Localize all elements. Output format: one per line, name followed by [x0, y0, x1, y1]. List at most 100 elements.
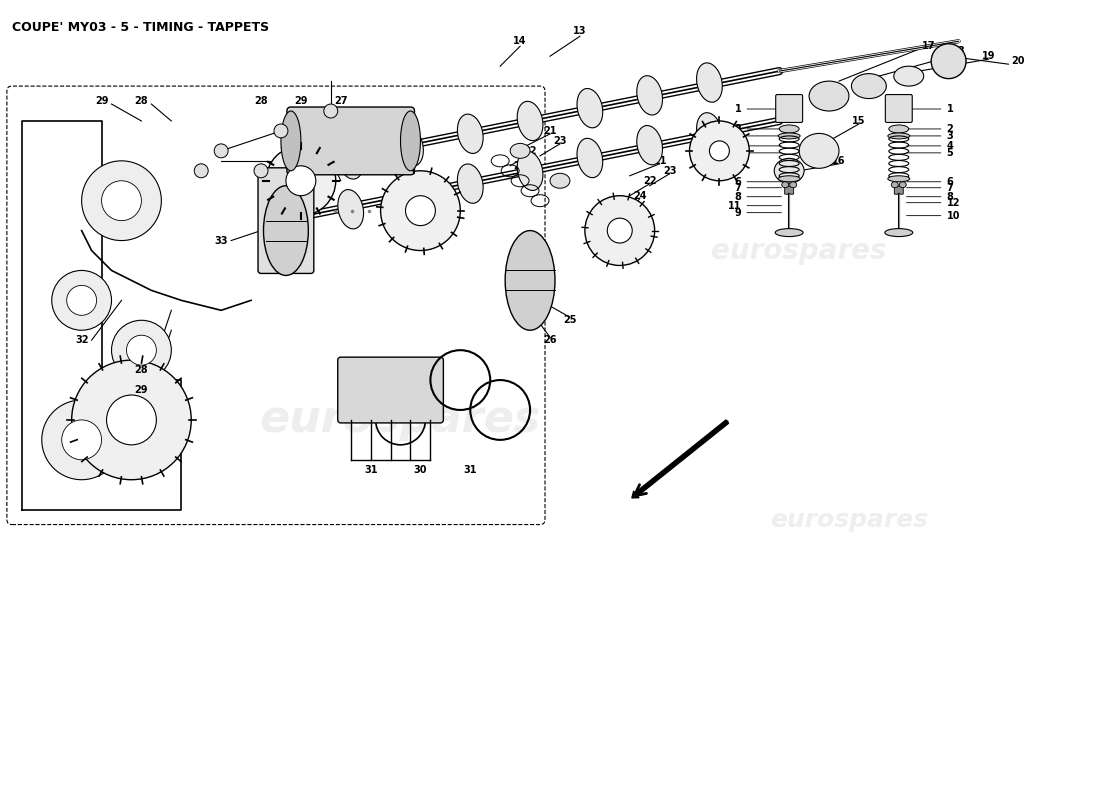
Circle shape: [81, 161, 162, 241]
Ellipse shape: [799, 134, 839, 168]
FancyBboxPatch shape: [894, 186, 903, 194]
FancyArrowPatch shape: [631, 420, 728, 498]
Text: 12: 12: [947, 198, 960, 208]
Text: 4: 4: [735, 141, 741, 151]
Text: COUPE' MY03 - 5 - TIMING - TAPPETS: COUPE' MY03 - 5 - TIMING - TAPPETS: [12, 22, 270, 34]
Text: 32: 32: [75, 335, 88, 346]
Ellipse shape: [884, 229, 913, 237]
Ellipse shape: [517, 151, 543, 190]
Circle shape: [42, 400, 121, 480]
Circle shape: [323, 104, 338, 118]
Text: 31: 31: [364, 465, 377, 474]
Ellipse shape: [710, 141, 729, 161]
Text: 5: 5: [947, 148, 954, 158]
Text: 9: 9: [735, 208, 741, 218]
Ellipse shape: [286, 166, 316, 196]
Text: 3: 3: [735, 131, 741, 141]
Circle shape: [254, 164, 268, 178]
Ellipse shape: [774, 158, 804, 183]
Ellipse shape: [458, 164, 483, 203]
Ellipse shape: [790, 182, 796, 188]
Text: 28: 28: [274, 156, 288, 166]
Text: 1: 1: [735, 104, 741, 114]
Text: 6: 6: [947, 177, 954, 186]
Text: 25: 25: [563, 315, 576, 326]
Text: 1: 1: [947, 104, 954, 114]
Text: eurospares: eurospares: [260, 398, 541, 442]
Circle shape: [67, 286, 97, 315]
Text: 11: 11: [728, 201, 741, 210]
Ellipse shape: [888, 133, 910, 139]
Ellipse shape: [578, 89, 603, 128]
Text: 23: 23: [553, 136, 566, 146]
Ellipse shape: [810, 81, 849, 111]
Ellipse shape: [397, 127, 424, 166]
Text: 26: 26: [543, 335, 557, 346]
Text: 28: 28: [134, 365, 148, 375]
Ellipse shape: [381, 170, 460, 250]
Text: 29: 29: [134, 385, 148, 395]
Text: 7: 7: [735, 182, 741, 193]
Ellipse shape: [585, 196, 654, 266]
Ellipse shape: [637, 126, 662, 165]
Text: 27: 27: [334, 96, 348, 106]
FancyBboxPatch shape: [776, 94, 803, 122]
Text: 2: 2: [735, 124, 741, 134]
Text: 29: 29: [294, 96, 308, 106]
Ellipse shape: [264, 186, 308, 275]
Ellipse shape: [578, 138, 603, 178]
Text: 28: 28: [134, 96, 148, 106]
Text: 15: 15: [852, 116, 866, 126]
Text: 29: 29: [294, 146, 308, 156]
Text: 14: 14: [514, 36, 527, 46]
Text: 33: 33: [214, 235, 228, 246]
Text: 25: 25: [344, 136, 358, 146]
Text: eurospares: eurospares: [770, 507, 928, 531]
Text: 29: 29: [95, 96, 108, 106]
Ellipse shape: [776, 229, 803, 237]
Text: 24: 24: [632, 190, 647, 201]
Circle shape: [126, 335, 156, 365]
Ellipse shape: [889, 125, 909, 133]
Ellipse shape: [778, 133, 800, 139]
Text: 21: 21: [653, 156, 667, 166]
Text: 5: 5: [735, 148, 741, 158]
Ellipse shape: [338, 190, 364, 229]
Ellipse shape: [400, 111, 420, 170]
Ellipse shape: [280, 111, 301, 170]
Ellipse shape: [338, 140, 364, 179]
Ellipse shape: [550, 174, 570, 188]
Text: 26: 26: [324, 151, 338, 161]
Ellipse shape: [888, 176, 910, 182]
Ellipse shape: [397, 177, 424, 216]
FancyBboxPatch shape: [886, 94, 912, 122]
Ellipse shape: [782, 182, 789, 188]
Circle shape: [62, 420, 101, 460]
Ellipse shape: [778, 176, 800, 182]
Text: 16: 16: [833, 156, 846, 166]
Text: eurospares: eurospares: [712, 237, 887, 265]
Text: 13: 13: [573, 26, 586, 36]
Text: 18: 18: [952, 46, 966, 56]
Text: 22: 22: [642, 176, 657, 186]
Text: 8: 8: [735, 192, 741, 202]
Ellipse shape: [696, 113, 723, 152]
Text: 17: 17: [922, 42, 935, 51]
Ellipse shape: [779, 125, 799, 133]
Text: 6: 6: [735, 177, 741, 186]
Text: 31: 31: [463, 465, 477, 474]
Text: 7: 7: [947, 182, 954, 193]
Text: 30: 30: [414, 465, 427, 474]
Ellipse shape: [900, 182, 906, 188]
Ellipse shape: [696, 63, 723, 102]
Text: 28: 28: [254, 96, 267, 106]
Text: 21: 21: [543, 126, 557, 136]
Ellipse shape: [72, 360, 191, 480]
Text: 8: 8: [947, 192, 954, 202]
Ellipse shape: [894, 66, 924, 86]
Ellipse shape: [505, 230, 556, 330]
Ellipse shape: [517, 102, 543, 141]
Circle shape: [111, 320, 172, 380]
FancyBboxPatch shape: [258, 168, 314, 274]
FancyBboxPatch shape: [287, 107, 415, 174]
